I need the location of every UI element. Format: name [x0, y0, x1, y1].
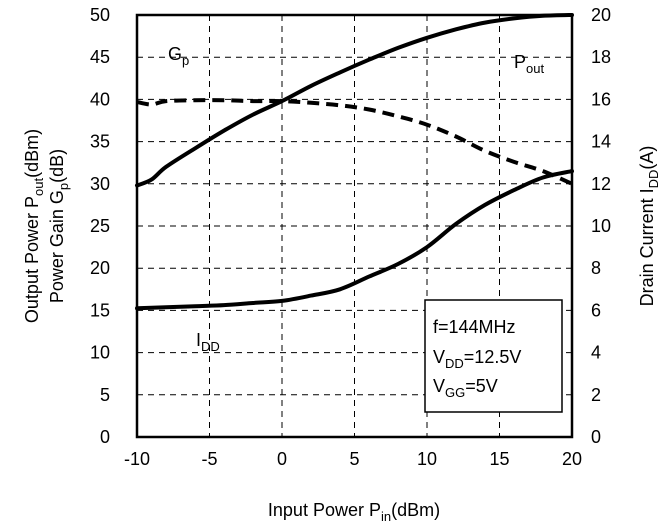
y-axis-title-left-1: Output Power Pout(dBm) — [22, 129, 46, 323]
x-tick-label: 5 — [349, 449, 359, 469]
y-left-tick-label: 10 — [90, 343, 110, 363]
condition-annotation: f=144MHz VDD=12.5V VGG=5V — [424, 299, 563, 413]
x-tick-label: -5 — [201, 449, 217, 469]
x-axis-title: Input Power Pin(dBm) — [268, 500, 440, 524]
y-right-tick-label: 20 — [591, 5, 611, 25]
annotation-vdd: VDD=12.5V — [433, 347, 521, 371]
y-right-tick-label: 12 — [591, 174, 611, 194]
x-tick-label: 15 — [489, 449, 509, 469]
y-left-tick-label: 50 — [90, 5, 110, 25]
x-tick-label: 20 — [562, 449, 582, 469]
annotation-box — [424, 299, 563, 413]
tick-labels: -10 -5 0 5 10 15 20 0 5 10 15 20 25 30 35 40 45 50 0 2 4 6 8 10… — [90, 5, 611, 469]
y-right-tick-label: 16 — [591, 89, 611, 109]
y-left-tick-label: 25 — [90, 216, 110, 236]
x-tick-label: -10 — [124, 449, 150, 469]
series-line-pout — [135, 13, 574, 188]
plot-frame — [135, 13, 574, 439]
y-left-tick-label: 35 — [90, 132, 110, 152]
y-right-tick-label: 4 — [591, 343, 601, 363]
gp-curve-label: Gp — [168, 44, 189, 68]
y-right-tick-label: 10 — [591, 216, 611, 236]
pout-curve-label: Pout — [514, 52, 544, 76]
y-left-tick-label: 40 — [90, 89, 110, 109]
series-line-gp — [136, 98, 573, 186]
idd-curve-label: IDD — [196, 330, 220, 354]
y-left-tick-label: 0 — [100, 427, 110, 447]
y-axis-title-right: Drain Current IDD(A) — [637, 146, 661, 307]
series-lines — [135, 13, 574, 311]
series-line-idd — [135, 169, 574, 311]
y-right-tick-label: 2 — [591, 385, 601, 405]
y-right-tick-label: 0 — [591, 427, 601, 447]
y-axis-title-left-2: Power Gain Gp(dB) — [47, 149, 71, 303]
y-right-tick-label: 14 — [591, 132, 611, 152]
annotation-vgg: VGG=5V — [433, 376, 498, 400]
y-left-tick-label: 20 — [90, 258, 110, 278]
grid-lines — [137, 15, 572, 437]
x-tick-label: 10 — [417, 449, 437, 469]
y-right-tick-label: 8 — [591, 258, 601, 278]
x-tick-label: 0 — [277, 449, 287, 469]
y-left-tick-label: 30 — [90, 174, 110, 194]
y-right-tick-label: 18 — [591, 47, 611, 67]
y-left-tick-label: 5 — [100, 385, 110, 405]
y-left-tick-label: 45 — [90, 47, 110, 67]
y-right-tick-label: 6 — [591, 300, 601, 320]
annotation-frequency: f=144MHz — [433, 317, 516, 337]
y-left-tick-label: 15 — [90, 300, 110, 320]
